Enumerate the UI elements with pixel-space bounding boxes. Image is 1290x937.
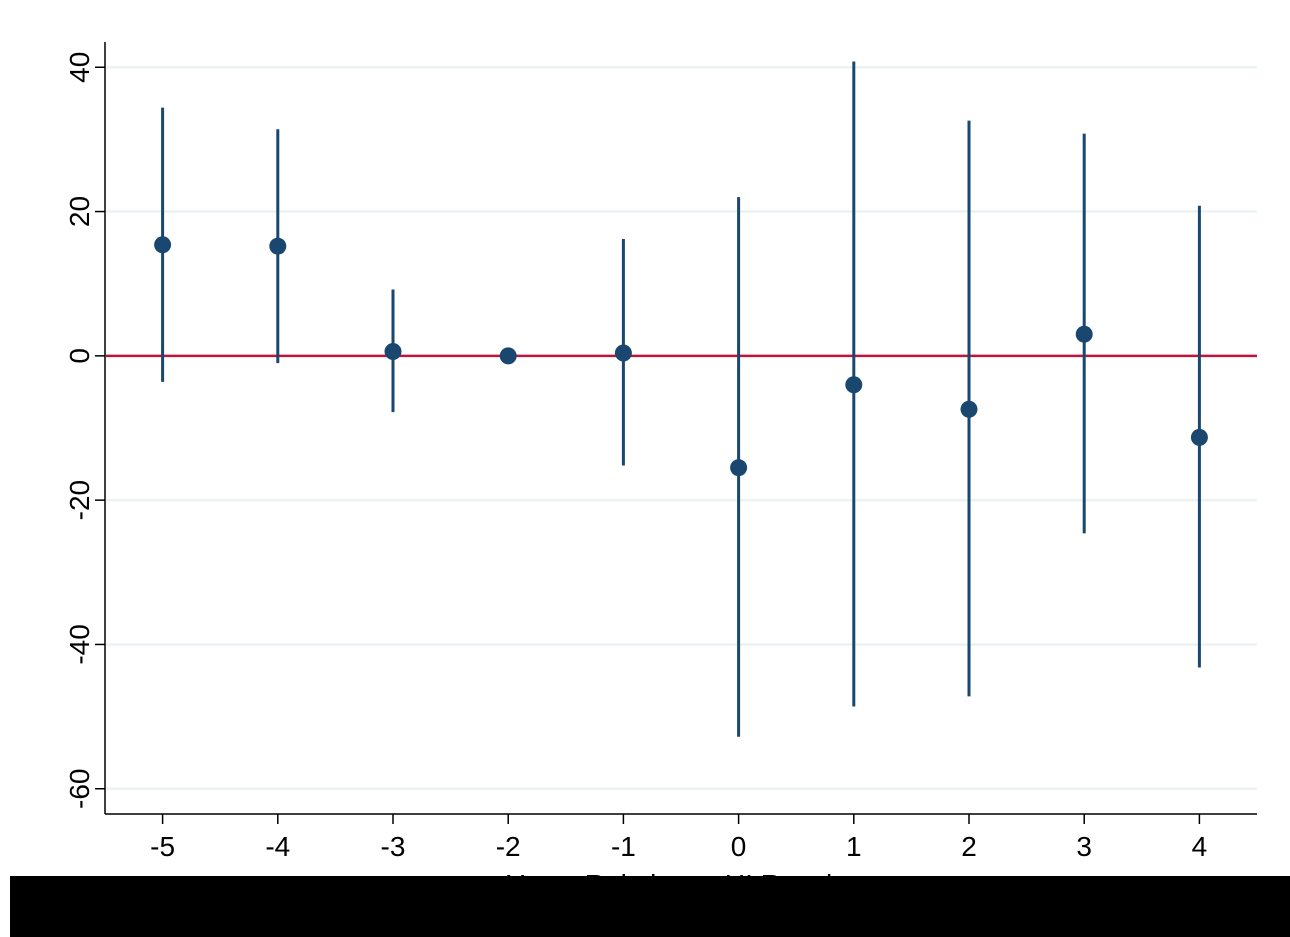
x-tick-label: -5 <box>150 831 175 862</box>
point-estimates <box>154 236 1208 477</box>
point-estimate <box>154 236 172 254</box>
point-estimate <box>845 376 863 394</box>
point-estimate <box>499 347 517 365</box>
point-estimate <box>384 343 402 361</box>
point-estimate <box>730 459 748 477</box>
y-tick-label: -60 <box>64 769 95 809</box>
point-estimate <box>269 237 287 255</box>
x-tick-label: 2 <box>961 831 977 862</box>
point-estimate <box>1075 325 1093 343</box>
point-estimate <box>614 344 632 362</box>
x-tick-label: 4 <box>1192 831 1208 862</box>
x-tick-label: -1 <box>611 831 636 862</box>
confidence-intervals <box>161 61 1201 737</box>
y-tick-label: 40 <box>64 52 95 83</box>
y-tick-label: 20 <box>64 196 95 227</box>
point-estimate <box>1190 428 1208 446</box>
gridlines <box>106 66 1257 790</box>
y-tick-label: -20 <box>64 480 95 520</box>
x-tick-label: -3 <box>381 831 406 862</box>
axes: -60 -40 -20 0 20 40 -5 -4 -3 -2 -1 0 1 2 3 4 <box>64 42 1257 862</box>
x-tick-label: 3 <box>1076 831 1092 862</box>
x-tick-label: 0 <box>731 831 747 862</box>
y-tick-label: -40 <box>64 624 95 664</box>
y-tick-label: 0 <box>64 348 95 364</box>
redaction-bar <box>10 876 1290 937</box>
x-tick-label: 1 <box>846 831 862 862</box>
point-estimate <box>960 400 978 418</box>
x-tick-label: -2 <box>496 831 521 862</box>
x-tick-label: -4 <box>265 831 290 862</box>
